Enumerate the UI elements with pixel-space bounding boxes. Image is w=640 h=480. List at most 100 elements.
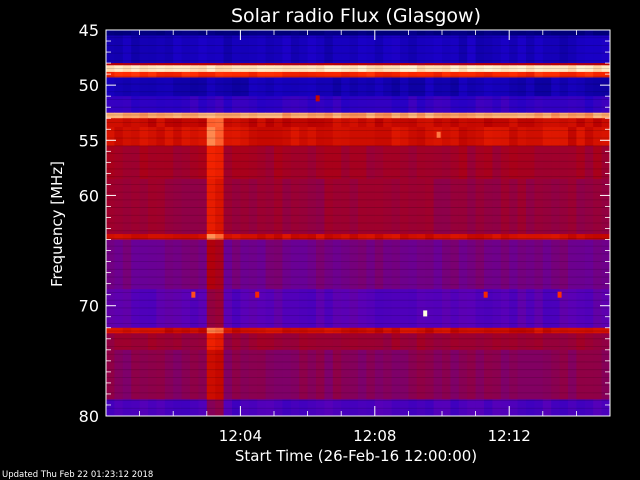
- spectrogram-cell: [559, 327, 569, 334]
- spectrogram-cell: [316, 35, 325, 64]
- spectrogram-cell: [265, 65, 275, 73]
- spectrogram-cell: [534, 333, 544, 351]
- spectrogram-cell: [601, 112, 611, 119]
- spectrogram-cell: [223, 399, 233, 417]
- spectrogram-cell: [492, 71, 502, 78]
- spectrogram-cell: [584, 327, 594, 334]
- spectrogram-cell: [358, 349, 367, 400]
- spectrogram-cell: [265, 112, 275, 119]
- spectrogram-cell: [576, 399, 586, 417]
- spectrogram-cell: [248, 289, 258, 329]
- spectrogram-cell: [290, 349, 300, 400]
- spectrogram-cell: [601, 35, 611, 64]
- spectrogram-cell: [484, 327, 493, 334]
- spectrogram-cell: [148, 327, 157, 334]
- spectrogram-cell: [106, 63, 115, 66]
- spectrogram-cell: [484, 30, 493, 36]
- spectrogram-cell: [156, 333, 166, 351]
- spectrogram-cell: [257, 112, 266, 119]
- spectrogram-cell: [181, 333, 191, 351]
- spectrogram-cell: [190, 71, 199, 78]
- spectrogram-cell: [156, 234, 166, 240]
- spectrogram-cell: [442, 327, 451, 334]
- spectrogram-cell: [257, 63, 266, 66]
- spectrogram-cell: [215, 349, 224, 400]
- spectrogram-cell: [416, 71, 426, 78]
- spectrogram-cell: [408, 77, 418, 97]
- spectrogram-cell: [559, 145, 569, 180]
- spectrogram-cell: [391, 30, 401, 36]
- spectrogram-cell: [492, 96, 502, 114]
- spectrogram-cell: [450, 96, 460, 114]
- frequency-band: [106, 77, 611, 97]
- spectrogram-cell: [223, 77, 233, 97]
- spectrogram-cell: [198, 65, 208, 73]
- spectrogram-cell: [307, 96, 317, 114]
- spectrogram-cell: [114, 127, 124, 147]
- spectrogram-cell: [542, 239, 552, 290]
- spectrogram-cell: [341, 71, 350, 78]
- spectrogram-cell: [232, 118, 241, 128]
- spectrogram-cell: [190, 96, 199, 114]
- spectrogram-cell: [433, 399, 443, 417]
- spectrogram-cell: [584, 145, 594, 180]
- spectrogram-cell: [148, 96, 157, 114]
- spectrogram-cell: [139, 239, 149, 290]
- spectrogram-cell: [181, 112, 191, 119]
- spectrogram-cell: [164, 30, 174, 36]
- x-tick-label: 12:08: [353, 427, 396, 445]
- frequency-band: [106, 30, 611, 36]
- spectrogram-cell: [593, 71, 602, 78]
- spectrogram-cell: [290, 239, 300, 290]
- spectrogram-cell: [164, 327, 174, 334]
- spectrogram-cell: [374, 71, 384, 78]
- spectrogram-cell: [290, 399, 300, 417]
- spectrogram-cell: [408, 289, 418, 329]
- spectrogram-cell: [442, 349, 451, 400]
- spectrogram-cell: [316, 234, 325, 240]
- spectrogram-cell: [173, 289, 182, 329]
- spectrogram-cell: [307, 71, 317, 78]
- spectrogram-cell: [215, 399, 224, 417]
- spectrogram-cell: [114, 289, 124, 329]
- spectrogram-cell: [282, 63, 292, 66]
- spectrogram-cell: [584, 118, 594, 128]
- spectrogram-cell: [114, 327, 124, 334]
- spectrogram-cell: [332, 178, 342, 235]
- spectrogram-cell: [576, 63, 586, 66]
- spectrogram-cell: [576, 71, 586, 78]
- spectrogram-cell: [366, 30, 376, 36]
- spectrogram-cell: [442, 77, 451, 97]
- spectrogram-cell: [324, 77, 334, 97]
- spectrogram-cell: [416, 127, 426, 147]
- spectrogram-cell: [442, 234, 451, 240]
- spectrogram-cell: [324, 65, 334, 73]
- spectrogram-cell: [551, 327, 560, 334]
- spectrogram-cell: [475, 178, 485, 235]
- spectrogram-cell: [400, 30, 409, 36]
- spectrogram-cell: [198, 234, 208, 240]
- spectrogram-cell: [383, 327, 392, 334]
- spectrogram-cell: [349, 118, 359, 128]
- spectrogram-cell: [232, 178, 241, 235]
- spectrogram-cell: [114, 96, 124, 114]
- spectrogram-cell: [139, 289, 149, 329]
- spectrogram-cell: [257, 234, 266, 240]
- spectrogram-cell: [601, 118, 611, 128]
- spectrogram-cell: [500, 65, 510, 73]
- spectrogram-cell: [106, 77, 115, 97]
- spectrogram-cell: [198, 35, 208, 64]
- spectrogram-cell: [240, 71, 250, 78]
- spectrogram-cell: [475, 30, 485, 36]
- frequency-band: [106, 399, 611, 417]
- spectrogram-cell: [408, 333, 418, 351]
- spectrogram-cell: [584, 289, 594, 329]
- spectrogram-cell: [534, 112, 544, 119]
- spectrogram-cell: [290, 35, 300, 64]
- spectrogram-cell: [114, 234, 124, 240]
- spectrogram-cell: [198, 333, 208, 351]
- spectrogram-cell: [215, 71, 224, 78]
- spectrogram-cell: [467, 178, 476, 235]
- spectrogram-cell: [366, 234, 376, 240]
- spectrogram-cell: [173, 349, 182, 400]
